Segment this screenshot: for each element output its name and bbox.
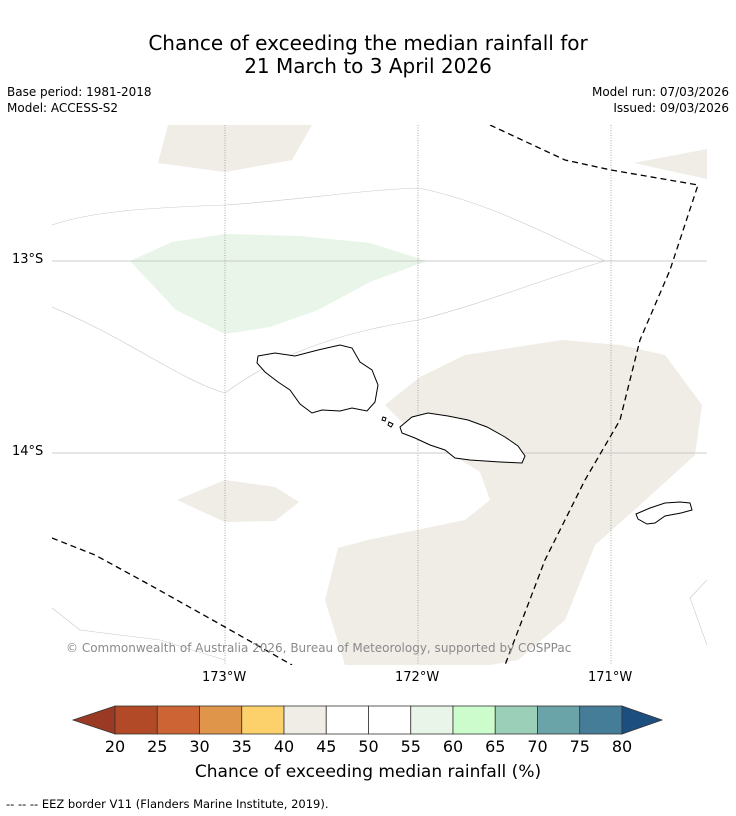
lat-label-14s: 14°S xyxy=(12,444,44,459)
colorbar-segment-55-60 xyxy=(410,705,454,735)
lon-label-171w: 171°W xyxy=(588,670,633,685)
colorbar-segment-65-70 xyxy=(494,705,538,735)
colorbar-tick-70: 70 xyxy=(527,737,548,756)
colorbar-segment-30-35 xyxy=(199,705,243,735)
colorbar-over-arrow xyxy=(621,705,664,735)
green-patch xyxy=(130,234,427,334)
colorbar-tick-40: 40 xyxy=(273,737,295,756)
colorbar-tick-45: 45 xyxy=(316,737,337,756)
colorbar-segment-45-50 xyxy=(325,705,369,735)
base-period: Base period: 1981-2018 xyxy=(7,85,152,99)
colorbar-tick-50: 50 xyxy=(358,737,379,756)
colorbar-tick-20: 20 xyxy=(104,737,126,756)
chart-title-line1: Chance of exceeding the median rainfall … xyxy=(148,31,588,55)
north-east-neutral-patch xyxy=(634,149,707,179)
colorbar xyxy=(71,705,664,735)
colorbar-segment-60-65 xyxy=(452,705,496,735)
colorbar-segment-35-40 xyxy=(241,705,285,735)
north-west-neutral-patch xyxy=(158,125,312,172)
colorbar-tick-80: 80 xyxy=(611,737,633,756)
island-savaii xyxy=(256,344,379,414)
colorbar-segment-20-25 xyxy=(114,705,158,735)
graticule xyxy=(52,260,707,454)
eez-border xyxy=(52,125,699,665)
colorbar-tick-25: 25 xyxy=(147,737,168,756)
colorbar-tick-75: 75 xyxy=(569,737,590,756)
chart-title-line2: 21 March to 3 April 2026 xyxy=(244,54,492,78)
colorbar-label: Chance of exceeding median rainfall (%) xyxy=(194,762,542,782)
eez-footnote: -- -- -- EEZ border V11 (Flanders Marine… xyxy=(6,797,329,811)
colorbar-segment-75-80 xyxy=(579,705,623,735)
lon-label-173w: 173°W xyxy=(202,670,247,685)
south-west-neutral-patch xyxy=(177,480,299,522)
colorbar-segment-25-30 xyxy=(156,705,200,735)
lat-label-13s: 13°S xyxy=(12,252,44,267)
colorbar-tick-55: 55 xyxy=(400,737,421,756)
island-manono xyxy=(387,421,394,428)
colorbar-tick-30: 30 xyxy=(189,737,210,756)
colorbar-segment-50-55 xyxy=(368,705,412,735)
issued-date: Issued: 09/03/2026 xyxy=(613,101,729,115)
colorbar-tick-35: 35 xyxy=(231,737,252,756)
model-run-date: Model run: 07/03/2026 xyxy=(591,85,729,99)
colorbar-under-arrow xyxy=(71,705,116,735)
island-upolu xyxy=(399,412,526,464)
model-name: Model: ACCESS-S2 xyxy=(7,101,119,115)
graticule-meridians xyxy=(224,125,612,665)
south-east-neutral-region xyxy=(325,340,702,665)
colorbar-segment-70-75 xyxy=(537,705,581,735)
island-apolima xyxy=(381,416,387,422)
colorbar-segment-40-45 xyxy=(283,705,327,735)
island-tutuila xyxy=(635,501,693,525)
colorbar-tick-65: 65 xyxy=(485,737,506,756)
copyright-notice: © Commonwealth of Australia 2026, Bureau… xyxy=(66,641,572,655)
colorbar-tick-60: 60 xyxy=(442,737,464,756)
lon-label-172w: 172°W xyxy=(395,670,440,685)
